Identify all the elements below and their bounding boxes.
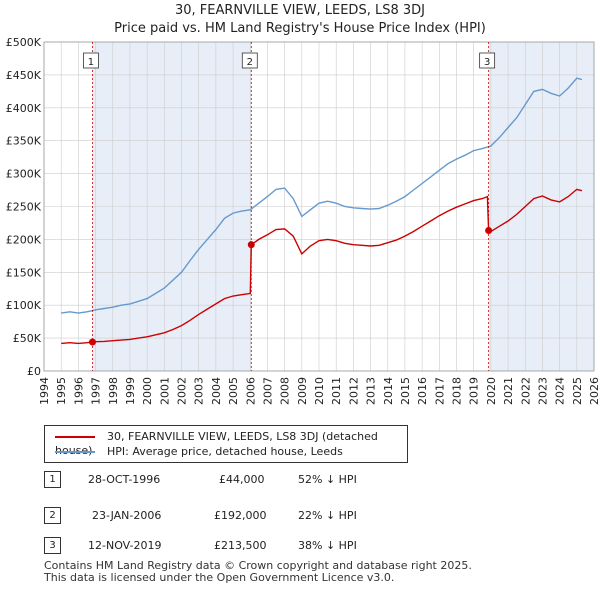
transaction-number: 2 bbox=[44, 507, 61, 524]
transaction-date: 23-JAN-2006 bbox=[92, 509, 162, 522]
transaction-number: 3 bbox=[44, 537, 61, 554]
footer-copyright: Contains HM Land Registry data © Crown c… bbox=[44, 559, 472, 572]
legend-swatch-hpi bbox=[55, 451, 95, 453]
legend-label-hpi: HPI: Average price, detached house, Leed… bbox=[107, 445, 343, 458]
chart-title: 30, FEARNVILLE VIEW, LEEDS, LS8 3DJ bbox=[175, 3, 425, 18]
x-tick-label: 2020 bbox=[485, 377, 498, 405]
sale-point bbox=[485, 227, 493, 235]
transaction-hpi: 52% ↓ HPI bbox=[298, 473, 357, 486]
transaction-price: £44,000 bbox=[219, 473, 265, 486]
x-tick-label: 2017 bbox=[433, 377, 446, 405]
x-tick-label: 2012 bbox=[347, 377, 360, 405]
x-tick-label: 2019 bbox=[468, 377, 481, 405]
x-tick-label: 2008 bbox=[279, 377, 292, 405]
legend-label-property: 30, FEARNVILLE VIEW, LEEDS, LS8 3DJ (det… bbox=[55, 430, 378, 457]
x-tick-label: 2026 bbox=[588, 377, 600, 405]
legend: 30, FEARNVILLE VIEW, LEEDS, LS8 3DJ (det… bbox=[44, 425, 408, 463]
legend-item-property: 30, FEARNVILLE VIEW, LEEDS, LS8 3DJ (det… bbox=[55, 430, 407, 457]
x-tick-label: 2024 bbox=[554, 377, 567, 405]
transaction-hpi: 38% ↓ HPI bbox=[298, 539, 357, 552]
y-tick-label: £250K bbox=[6, 201, 42, 214]
x-tick-label: 2011 bbox=[330, 377, 343, 405]
x-tick-label: 2018 bbox=[451, 377, 464, 405]
x-tick-label: 2013 bbox=[365, 377, 378, 405]
table-row: 2 23-JAN-2006 £192,000 22% ↓ HPI bbox=[44, 507, 444, 525]
footer: Contains HM Land Registry data © Crown c… bbox=[44, 560, 472, 584]
sale-point bbox=[247, 241, 255, 249]
x-tick-label: 2007 bbox=[261, 377, 274, 405]
x-tick-label: 1999 bbox=[124, 377, 137, 405]
y-tick-label: £500K bbox=[6, 36, 42, 49]
legend-item-hpi: HPI: Average price, detached house, Leed… bbox=[55, 445, 343, 459]
x-tick-label: 2006 bbox=[244, 377, 257, 405]
table-row: 1 28-OCT-1996 £44,000 52% ↓ HPI bbox=[44, 471, 444, 489]
series-line bbox=[61, 188, 583, 345]
x-tick-label: 2022 bbox=[519, 377, 532, 405]
legend-swatch-property bbox=[55, 436, 95, 438]
x-tick-label: 2009 bbox=[296, 377, 309, 405]
transaction-number: 1 bbox=[44, 471, 61, 488]
x-tick-label: 1997 bbox=[90, 377, 103, 405]
plot-frame bbox=[43, 41, 595, 372]
footer-licence: This data is licensed under the Open Gov… bbox=[44, 571, 395, 584]
sale-label-box bbox=[241, 52, 258, 69]
x-tick-label: 1994 bbox=[38, 377, 51, 405]
sale-label: 2 bbox=[247, 57, 253, 68]
x-tick-label: 2014 bbox=[382, 377, 395, 405]
sale-label-box bbox=[479, 52, 496, 69]
y-tick-label: £450K bbox=[6, 69, 42, 82]
y-tick-label: £50K bbox=[13, 332, 42, 345]
price-chart: 1994 1995 1996 1997 1998 1999 2000 2001 2002 2003… bbox=[6, 36, 600, 405]
transaction-date: 28-OCT-1996 bbox=[88, 473, 161, 486]
y-tick-label: £350K bbox=[6, 135, 42, 148]
x-tick-label: 2021 bbox=[502, 377, 515, 405]
y-tick-label: £150K bbox=[6, 266, 42, 279]
x-tick-label: 1995 bbox=[55, 377, 68, 405]
x-tick-label: 2004 bbox=[210, 377, 223, 405]
sale-label-box bbox=[83, 52, 99, 69]
x-tick-label: 2025 bbox=[571, 377, 584, 405]
sale-point bbox=[88, 338, 96, 346]
series-line bbox=[61, 77, 583, 314]
y-tick-label: £0 bbox=[27, 365, 41, 378]
x-tick-label: 1998 bbox=[107, 377, 120, 405]
x-tick-label: 2000 bbox=[141, 377, 154, 405]
x-tick-label: 2003 bbox=[193, 377, 206, 405]
y-tick-label: £300K bbox=[6, 168, 42, 181]
x-tick-label: 2005 bbox=[227, 377, 240, 405]
y-tick-label: £200K bbox=[6, 233, 42, 246]
table-row: 3 12-NOV-2019 £213,500 38% ↓ HPI bbox=[44, 537, 444, 555]
x-tick-label: 2015 bbox=[399, 377, 412, 405]
y-tick-label: £400K bbox=[6, 102, 42, 115]
x-tick-label: 2010 bbox=[313, 377, 326, 405]
chart-subtitle: Price paid vs. HM Land Registry's House … bbox=[114, 21, 486, 36]
transaction-hpi: 22% ↓ HPI bbox=[298, 509, 357, 522]
x-tick-label: 1996 bbox=[72, 377, 85, 405]
y-tick-label: £100K bbox=[6, 299, 42, 312]
transaction-date: 12-NOV-2019 bbox=[88, 539, 162, 552]
sale-label: 1 bbox=[88, 57, 94, 68]
transaction-price: £192,000 bbox=[214, 509, 267, 522]
transaction-price: £213,500 bbox=[214, 539, 267, 552]
x-tick-label: 2023 bbox=[536, 377, 549, 405]
x-tick-label: 2002 bbox=[176, 377, 189, 405]
x-tick-label: 2001 bbox=[158, 377, 171, 405]
x-tick-label: 2016 bbox=[416, 377, 429, 405]
sale-label: 3 bbox=[484, 57, 490, 68]
